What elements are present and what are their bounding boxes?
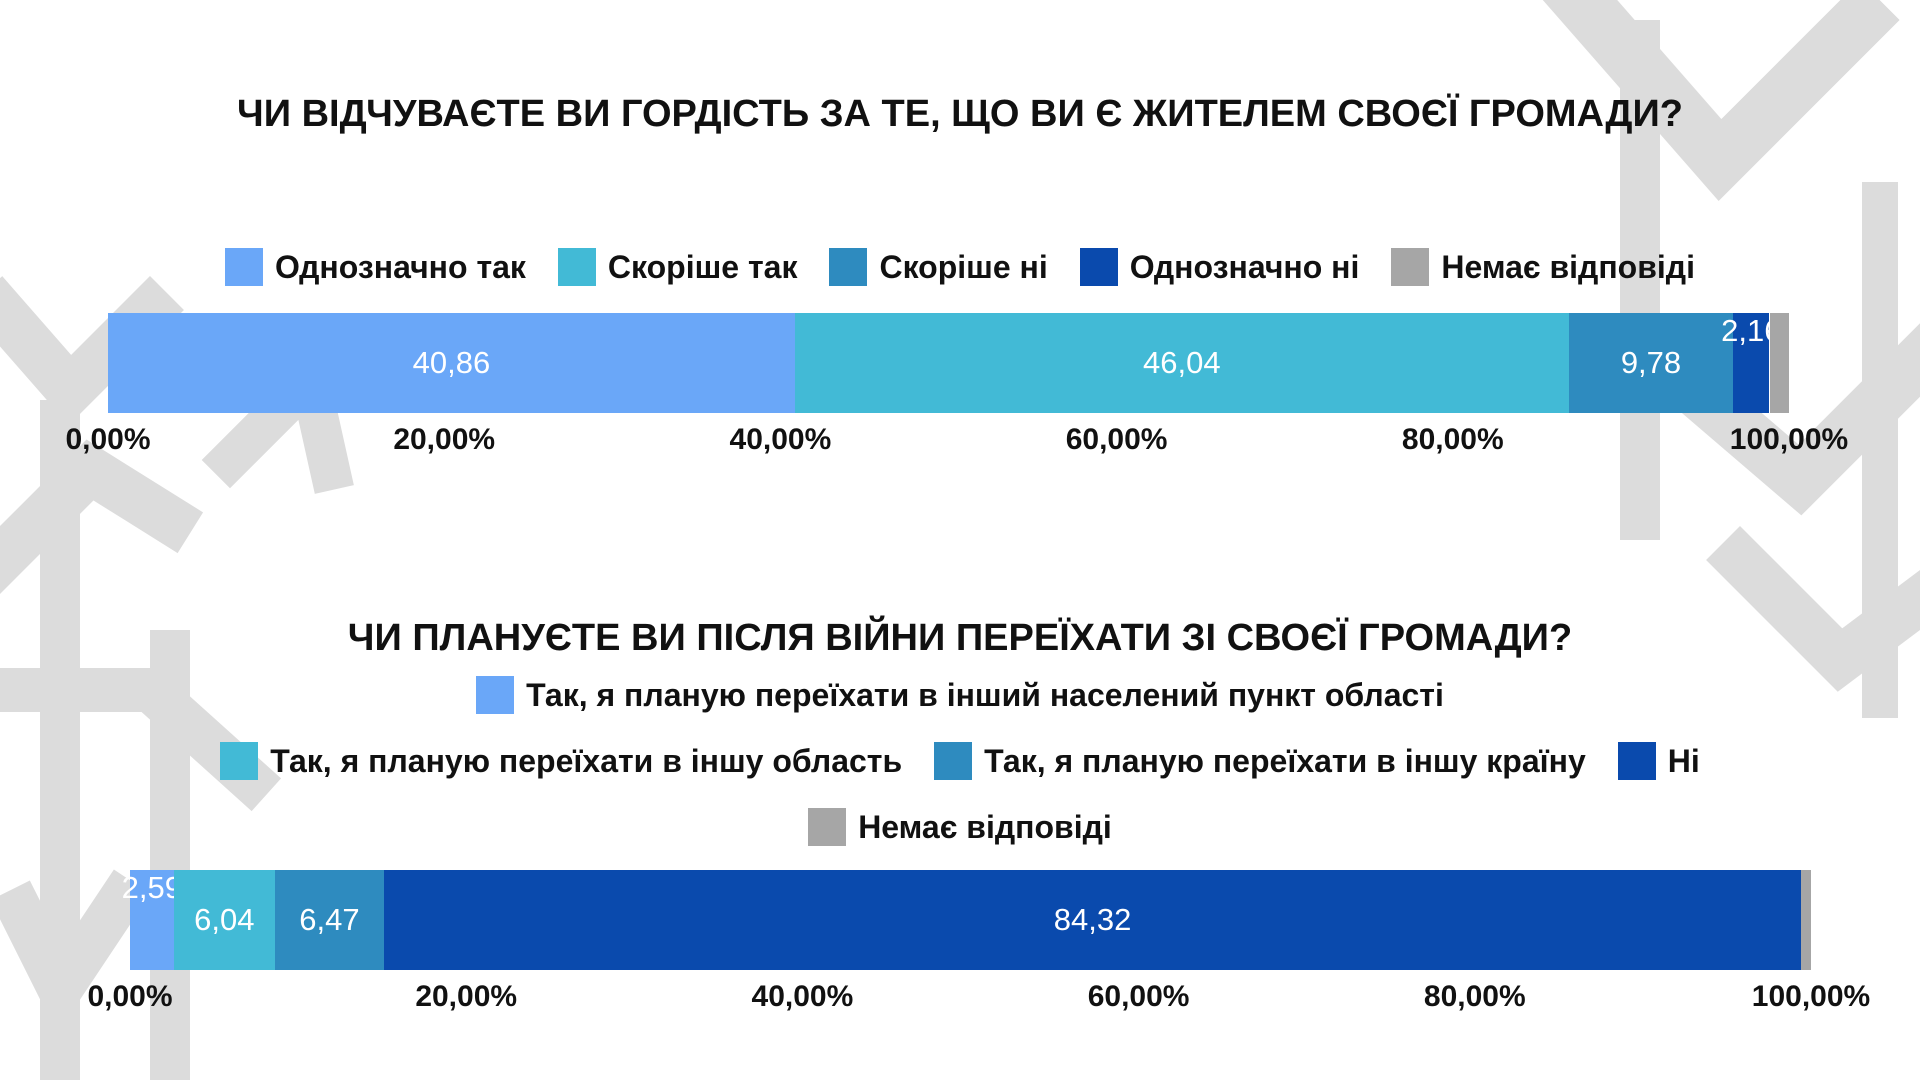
- x-tick-label: 100,00%: [1751, 980, 1871, 1013]
- bg-arrow-left-mid: [0, 439, 204, 594]
- legend-swatch: [934, 742, 973, 780]
- x-tick-label: 40,00%: [751, 980, 854, 1013]
- data-label: 40,86: [412, 345, 491, 380]
- data-label: 9,78: [1620, 345, 1682, 380]
- legend-swatch: [808, 808, 847, 846]
- chart-pride: ЧИ ВІДЧУВАЄТЕ ВИ ГОРДІСТЬ ЗА ТЕ, ЩО ВИ Є…: [0, 0, 1920, 470]
- bar-segment: [794, 313, 1569, 413]
- legend-label: Скоріше ні: [879, 248, 1048, 285]
- legend-label: Так, я планую переїхати в іншу область: [270, 742, 903, 779]
- legend-swatch: [557, 248, 596, 286]
- legend-label: Однозначно так: [275, 248, 526, 285]
- data-label: 6,47: [299, 902, 360, 937]
- legend-label: Немає відповіді: [858, 808, 1112, 845]
- bar-segment: [130, 870, 174, 970]
- stacked-bar: 40,86 46,04 9,78 2,16: [108, 313, 1789, 413]
- legend-item: Немає відповіді: [1391, 248, 1695, 286]
- data-label: 2,59: [121, 870, 182, 905]
- bar-segment: [1568, 313, 1734, 413]
- bar-segment: [1769, 313, 1789, 413]
- chart-title: ЧИ ПЛАНУЄТЕ ВИ ПІСЛЯ ВІЙНИ ПЕРЕЇХАТИ ЗІ …: [347, 617, 1573, 659]
- legend-item: Так, я планую переїхати в інший населени…: [476, 676, 1444, 714]
- chart-title: ЧИ ВІДЧУВАЄТЕ ВИ ГОРДІСТЬ ЗА ТЕ, ЩО ВИ Є…: [237, 93, 1683, 135]
- legend-item: Однозначно ні: [1079, 248, 1360, 286]
- bar-segment: [173, 870, 276, 970]
- legend-swatch: [1617, 742, 1656, 780]
- data-label: 84,32: [1053, 902, 1132, 937]
- stacked-bar: 2,59 6,04 6,47 84,32: [122, 870, 1811, 970]
- bar-segment: [383, 870, 1802, 970]
- legend-item: Немає відповіді: [808, 808, 1112, 846]
- x-tick-label: 20,00%: [393, 423, 496, 456]
- bar-segment: [108, 313, 795, 413]
- x-tick-label: 60,00%: [1065, 423, 1168, 456]
- legend-label: Так, я планую переїхати в іншу країну: [984, 742, 1586, 779]
- chart-legend: Однозначно так Скоріше так Скоріше ні Од…: [0, 248, 1920, 286]
- bar-segment: [275, 870, 384, 970]
- data-label: 6,04: [194, 902, 255, 937]
- legend-label: Однозначно ні: [1129, 248, 1360, 285]
- x-tick-label: 80,00%: [1401, 423, 1504, 456]
- chart-legend: Так, я планую переїхати в іншу область Т…: [0, 742, 1920, 780]
- legend-label: Так, я планую переїхати в інший населени…: [526, 676, 1444, 713]
- legend-item: Скоріше ні: [829, 248, 1048, 286]
- x-tick-label: 80,00%: [1423, 980, 1526, 1013]
- legend-item: Ні: [1617, 742, 1700, 780]
- legend-swatch: [225, 248, 263, 286]
- bar-segment: [1733, 313, 1770, 413]
- legend-label: Немає відповіді: [1441, 248, 1695, 285]
- legend-swatch: [1079, 248, 1118, 286]
- x-tick-label: 60,00%: [1087, 980, 1190, 1013]
- x-tick-label: 0,00%: [87, 980, 173, 1013]
- legend-swatch: [220, 742, 259, 780]
- legend-swatch: [1391, 248, 1430, 286]
- chart-legend: Немає відповіді: [0, 808, 1920, 846]
- x-tick-label: 20,00%: [415, 980, 518, 1013]
- chart-legend: Так, я планую переїхати в інший населени…: [0, 676, 1920, 714]
- x-axis-ticks: 0,00% 20,00% 40,00% 60,00% 80,00% 100,00%: [65, 423, 1848, 463]
- legend-swatch: [829, 248, 868, 286]
- legend-item: Так, я планую переїхати в іншу область: [220, 742, 902, 780]
- legend-item: Так, я планую переїхати в іншу країну: [934, 742, 1586, 780]
- x-tick-label: 40,00%: [729, 423, 832, 456]
- legend-swatch: [476, 676, 515, 714]
- legend-item: Однозначно так: [225, 248, 526, 286]
- data-label: 46,04: [1143, 345, 1221, 380]
- legend-item: Скоріше так: [557, 248, 798, 286]
- legend-label: Ні: [1667, 742, 1700, 779]
- bar-segment: [1801, 870, 1811, 970]
- x-axis-ticks: 0,00% 20,00% 40,00% 60,00% 80,00% 100,00%: [87, 980, 1870, 1020]
- x-tick-label: 0,00%: [65, 423, 151, 456]
- legend-label: Скоріше так: [607, 248, 798, 285]
- bg-arrow-left-bottom: [0, 869, 151, 1034]
- x-tick-label: 100,00%: [1729, 423, 1849, 456]
